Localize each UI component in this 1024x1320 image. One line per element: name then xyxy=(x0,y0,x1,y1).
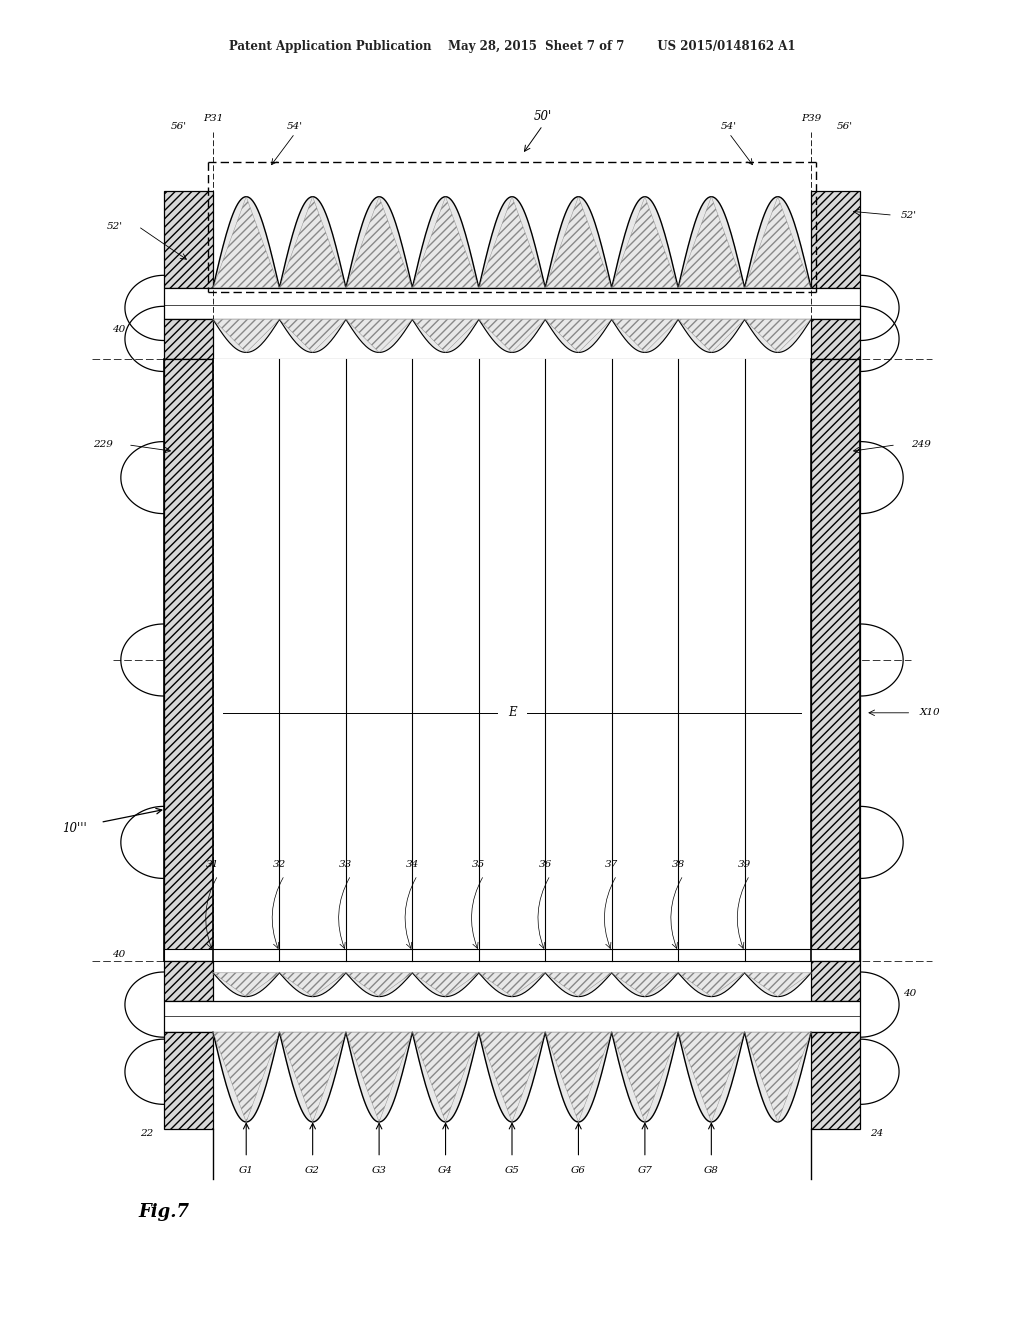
Polygon shape xyxy=(213,1032,811,1122)
Text: G1: G1 xyxy=(239,1166,254,1175)
Bar xyxy=(164,961,213,1001)
Bar xyxy=(164,359,860,371)
Text: G4: G4 xyxy=(438,1166,453,1175)
Bar xyxy=(164,319,213,359)
Polygon shape xyxy=(213,319,811,352)
Bar xyxy=(164,288,860,319)
Polygon shape xyxy=(213,197,811,288)
Bar xyxy=(164,1032,213,1129)
Text: 10''': 10''' xyxy=(62,822,87,836)
Text: G5: G5 xyxy=(505,1166,519,1175)
Text: 34: 34 xyxy=(406,859,419,869)
Text: 31: 31 xyxy=(207,859,219,869)
Text: 40: 40 xyxy=(903,990,916,998)
Text: 50': 50' xyxy=(534,110,552,123)
Text: G7: G7 xyxy=(638,1166,652,1175)
Text: P39: P39 xyxy=(801,114,821,123)
Bar xyxy=(811,1032,860,1129)
Bar xyxy=(164,949,860,961)
Text: G6: G6 xyxy=(571,1166,586,1175)
Text: 24: 24 xyxy=(870,1130,884,1138)
Text: 32: 32 xyxy=(272,859,286,869)
Bar xyxy=(811,319,860,359)
Text: 40: 40 xyxy=(112,326,125,334)
Text: 37: 37 xyxy=(605,859,618,869)
Bar xyxy=(164,1001,860,1032)
Text: 52': 52' xyxy=(901,211,918,219)
Text: 36: 36 xyxy=(539,859,552,869)
Text: G8: G8 xyxy=(703,1166,719,1175)
Bar xyxy=(811,961,860,1001)
Text: 54': 54' xyxy=(287,121,303,131)
Text: 38: 38 xyxy=(672,859,685,869)
Text: 249: 249 xyxy=(911,441,931,449)
Text: 56': 56' xyxy=(837,121,853,131)
Text: G2: G2 xyxy=(305,1166,321,1175)
Text: 35: 35 xyxy=(472,859,485,869)
Text: G3: G3 xyxy=(372,1166,386,1175)
Bar xyxy=(811,191,860,288)
Text: Patent Application Publication    May 28, 2015  Sheet 7 of 7        US 2015/0148: Patent Application Publication May 28, 2… xyxy=(228,40,796,53)
Text: 33: 33 xyxy=(339,859,352,869)
Bar xyxy=(811,359,860,961)
Bar xyxy=(164,359,213,961)
Polygon shape xyxy=(213,973,811,997)
Text: Fig.7: Fig.7 xyxy=(138,1203,189,1221)
Text: 54': 54' xyxy=(721,121,737,131)
Text: X10: X10 xyxy=(920,709,940,717)
Text: 56': 56' xyxy=(171,121,187,131)
Bar xyxy=(213,359,811,961)
Text: P31: P31 xyxy=(203,114,223,123)
Text: 22: 22 xyxy=(140,1130,154,1138)
Text: E: E xyxy=(508,706,516,719)
Text: 52': 52' xyxy=(106,222,123,231)
Text: 39: 39 xyxy=(738,859,752,869)
Text: 229: 229 xyxy=(93,441,113,449)
Text: 40: 40 xyxy=(112,950,125,958)
Bar xyxy=(164,191,213,288)
